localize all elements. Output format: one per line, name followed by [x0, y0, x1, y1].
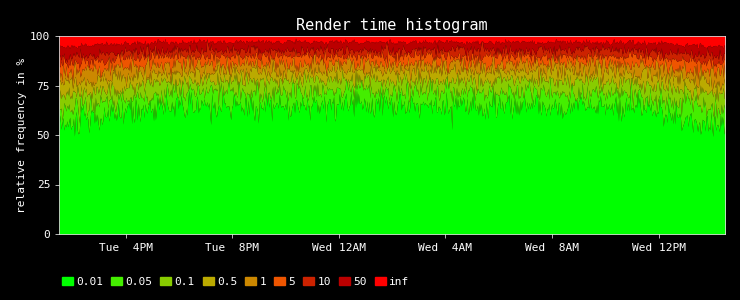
- Y-axis label: relative frequency in %: relative frequency in %: [17, 57, 27, 213]
- Legend: 0.01, 0.05, 0.1, 0.5, 1, 5, 10, 50, inf: 0.01, 0.05, 0.1, 0.5, 1, 5, 10, 50, inf: [58, 272, 414, 291]
- Title: Render time histogram: Render time histogram: [297, 18, 488, 33]
